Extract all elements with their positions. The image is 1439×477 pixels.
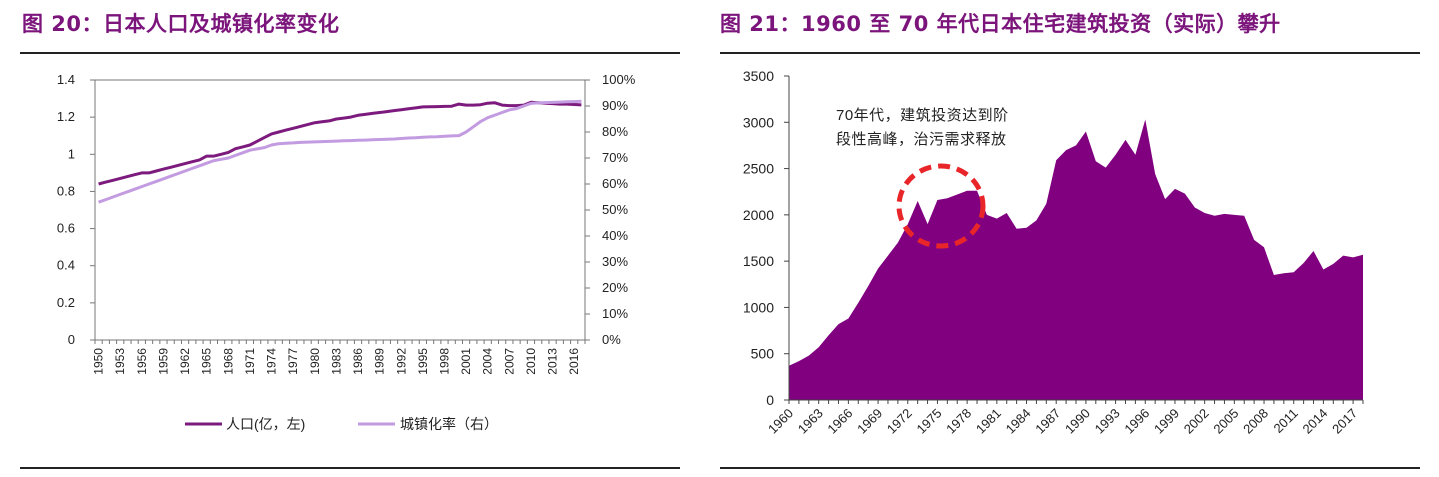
left-y-tick-label: 1.2: [57, 109, 75, 124]
x-tick-label: 1962: [178, 348, 192, 375]
right-y-tick-label: 100%: [602, 72, 636, 87]
right-y-tick-label: 10%: [602, 306, 628, 321]
y-tick-label: 500: [751, 346, 775, 362]
housing-investment-chart: 0 500 1000 1500 2000 2500 3000 3500 196019631966…: [743, 68, 1364, 437]
x-tick-label: 1974: [265, 348, 279, 375]
x-tick-label: 1956: [135, 348, 149, 375]
y-tick-label: 2000: [743, 207, 774, 223]
left-y-tick-label: 0.2: [57, 295, 75, 310]
right-y-tick-label: 90%: [602, 98, 628, 113]
figure-21-top-rule: [720, 52, 1420, 54]
annotation-text-line: 70年代，建筑投资达到阶: [836, 107, 1009, 124]
right-y-tick-label: 70%: [602, 150, 628, 165]
x-tick-label: 1953: [113, 348, 127, 375]
x-tick-label: 2013: [546, 348, 560, 375]
x-tick-label: 2002: [1181, 406, 1212, 437]
x-tick-label: 1983: [329, 348, 343, 375]
highlight-circle: [896, 163, 986, 249]
urbanization-series-line: [98, 99, 582, 204]
y-tick-label: 1000: [743, 299, 774, 315]
right-y-tick-label: 0%: [602, 332, 621, 347]
left-y-tick-label: 0.4: [57, 258, 75, 273]
right-y-tick-label: 50%: [602, 202, 628, 217]
annotation-text-line: 段性高峰，治污需求释放: [836, 131, 1007, 148]
x-tick-label: 1966: [824, 406, 855, 437]
x-tick-label: 1995: [416, 348, 430, 375]
x-tick-label: 1981: [973, 406, 1004, 437]
figure-21-panel: 图 21：1960 至 70 年代日本住宅建筑投资（实际）攀升 0 500 1000…: [700, 0, 1439, 477]
y-tick-label: 0: [766, 392, 774, 408]
figure-20-panel: 图 20：日本人口及城镇化率变化 0 0.2 0.4 0.6 0.8 1 1.2 1.4 0% 1…: [0, 0, 700, 477]
x-tick-label: 1975: [914, 406, 945, 437]
x-tick-label: 1993: [1092, 406, 1123, 437]
x-tick-label: 1969: [854, 406, 885, 437]
legend-urbanization-label: 城镇化率（右）: [400, 416, 498, 432]
x-tick-label: 1998: [437, 348, 451, 375]
x-tick-label: 1996: [1121, 406, 1152, 437]
x-tick-label: 1989: [373, 348, 387, 375]
right-y-tick-label: 60%: [602, 176, 628, 191]
x-tick-label: 2004: [481, 348, 495, 375]
x-tick-label: 2011: [1270, 406, 1300, 436]
population-series-line: [98, 100, 582, 186]
figure-20-bottom-rule: [20, 467, 680, 469]
right-y-tick-label: 40%: [602, 228, 628, 243]
x-tick-label: 1963: [795, 406, 826, 437]
y-tick-label: 3000: [743, 114, 774, 130]
x-tick-label: 2017: [1329, 406, 1360, 437]
right-y-tick-label: 30%: [602, 254, 628, 269]
x-tick-label: 1971: [243, 348, 257, 375]
x-tick-label: 2008: [1240, 406, 1271, 437]
x-tick-label: 1972: [884, 406, 915, 437]
x-tick-label: 1980: [308, 348, 322, 375]
left-y-tick-label: 0: [68, 332, 75, 347]
x-tick-label: 1992: [394, 348, 408, 375]
x-tick-label: 2005: [1210, 406, 1241, 437]
x-tick-label: 2014: [1299, 406, 1330, 437]
figure-20-title: 图 20：日本人口及城镇化率变化: [22, 12, 340, 36]
x-tick-label: 1959: [156, 348, 170, 375]
x-tick-label: 1986: [351, 348, 365, 375]
figure-21-bottom-rule: [720, 467, 1420, 469]
y-tick-label: 2500: [743, 161, 774, 177]
x-tick-label: 2001: [459, 348, 473, 375]
x-tick-label: 1965: [200, 348, 214, 375]
x-tick-label: 2016: [567, 348, 581, 375]
investment-area: [789, 119, 1363, 400]
left-y-tick-label: 0.6: [57, 221, 75, 236]
x-tick-label: 1968: [221, 348, 235, 375]
left-y-tick-label: 1.4: [57, 72, 75, 87]
population-urbanization-chart: 0 0.2 0.4 0.6 0.8 1 1.2 1.4 0% 10% 20% 30% 40% 50% 60%…: [57, 72, 636, 432]
right-y-tick-label: 80%: [602, 124, 628, 139]
x-tick-label: 1987: [1032, 406, 1063, 437]
x-tick-label: 1990: [1062, 406, 1093, 437]
x-tick-label: 1960: [765, 406, 796, 437]
x-tick-label: 2010: [524, 348, 538, 375]
left-y-tick-label: 1: [68, 146, 75, 161]
x-tick-label: 1984: [1003, 406, 1034, 437]
y-tick-label: 1500: [743, 253, 774, 269]
x-tick-label: 1978: [943, 406, 974, 437]
legend-population-label: 人口(亿，左): [226, 416, 305, 432]
x-tick-label: 1950: [92, 348, 106, 375]
left-y-tick-label: 0.8: [57, 183, 75, 198]
x-tick-label: 1977: [286, 348, 300, 375]
x-tick-label: 1999: [1151, 406, 1182, 437]
y-tick-label: 3500: [743, 68, 774, 84]
right-y-tick-label: 20%: [602, 280, 628, 295]
figure-21-title: 图 21：1960 至 70 年代日本住宅建筑投资（实际）攀升: [720, 12, 1281, 36]
figure-20-top-rule: [20, 52, 680, 54]
x-tick-label: 2007: [502, 348, 516, 375]
